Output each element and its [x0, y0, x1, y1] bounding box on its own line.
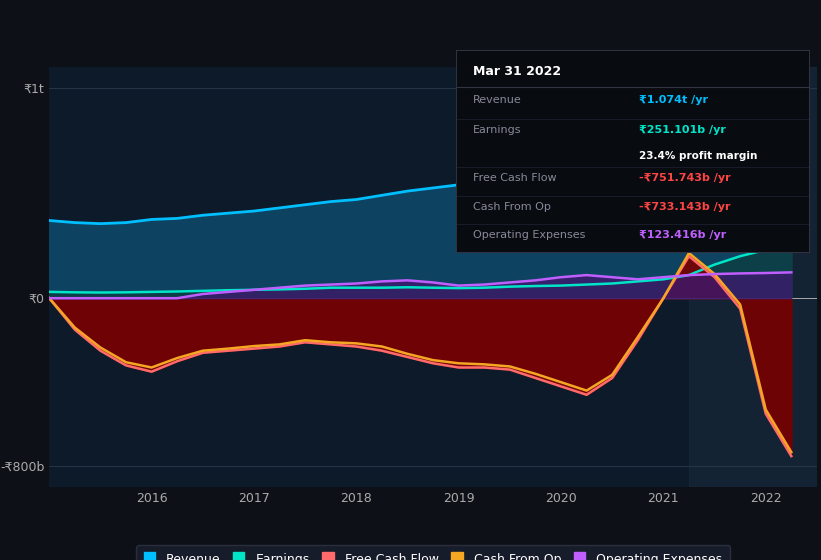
Text: -₹751.743b /yr: -₹751.743b /yr — [640, 174, 731, 183]
Text: -₹733.143b /yr: -₹733.143b /yr — [640, 202, 731, 212]
Text: ₹123.416b /yr: ₹123.416b /yr — [640, 230, 727, 240]
Text: Mar 31 2022: Mar 31 2022 — [474, 64, 562, 77]
Text: Cash From Op: Cash From Op — [474, 202, 551, 212]
Legend: Revenue, Earnings, Free Cash Flow, Cash From Op, Operating Expenses: Revenue, Earnings, Free Cash Flow, Cash … — [136, 545, 730, 560]
Text: ₹251.101b /yr: ₹251.101b /yr — [640, 125, 726, 135]
Bar — [689, 67, 817, 487]
Text: Operating Expenses: Operating Expenses — [474, 230, 585, 240]
Text: ₹1.074t /yr: ₹1.074t /yr — [640, 95, 709, 105]
Text: Revenue: Revenue — [474, 95, 522, 105]
Text: Free Cash Flow: Free Cash Flow — [474, 174, 557, 183]
Text: Earnings: Earnings — [474, 125, 522, 135]
Text: 23.4% profit margin: 23.4% profit margin — [640, 151, 758, 161]
